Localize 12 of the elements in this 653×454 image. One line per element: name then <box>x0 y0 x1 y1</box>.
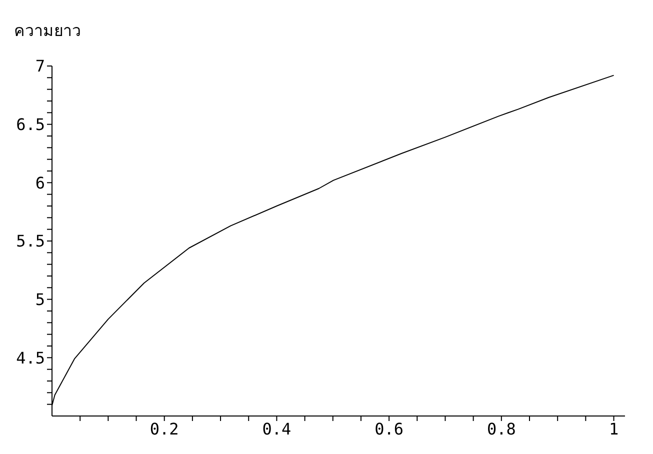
y-tick-label: 7 <box>35 56 45 76</box>
y-tick-label: 5.5 <box>16 232 45 251</box>
x-tick-label: 1 <box>608 419 619 438</box>
y-tick-label: 4.5 <box>16 348 45 368</box>
y-tick-label: 5 <box>35 290 45 310</box>
x-tick-label: 0.8 <box>486 419 516 438</box>
x-tick-label: 0.6 <box>374 419 404 438</box>
y-axis-title: ความยาว <box>14 20 81 42</box>
x-tick-label: 0.2 <box>150 419 179 438</box>
y-tick-label: 6.5 <box>16 115 45 134</box>
y-tick-label: 6 <box>35 173 45 192</box>
x-tick-label: 0.4 <box>262 419 292 438</box>
